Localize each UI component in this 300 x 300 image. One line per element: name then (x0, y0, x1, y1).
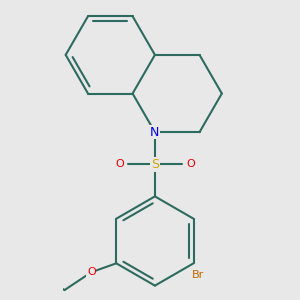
Text: O: O (87, 267, 96, 277)
Text: Br: Br (192, 270, 204, 280)
Text: S: S (151, 158, 159, 171)
Text: O: O (186, 159, 195, 169)
Text: N: N (150, 126, 160, 139)
Text: O: O (115, 159, 124, 169)
Text: N: N (150, 126, 160, 139)
